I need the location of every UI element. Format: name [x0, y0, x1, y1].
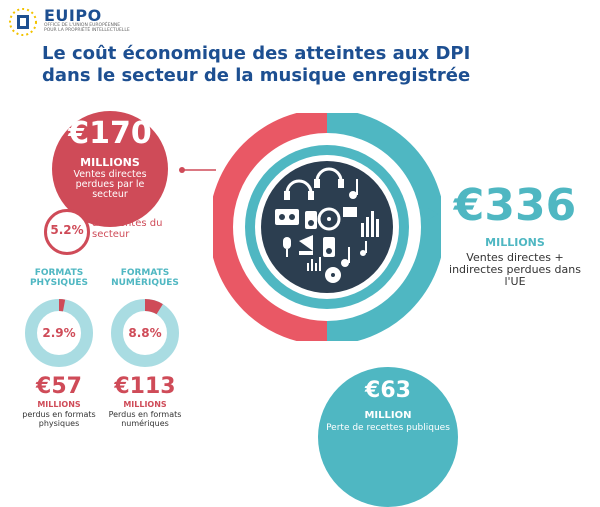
vinyl-record-icon — [317, 207, 341, 231]
connector-line — [179, 167, 216, 173]
sector-loss-circle — [52, 111, 168, 227]
format-digital-label: FORMATS NUMÉRIQUES — [111, 268, 179, 288]
music-note-icon — [341, 247, 350, 267]
music-note-icon — [349, 179, 358, 199]
equalizer-icon — [361, 211, 379, 237]
gramophone-icon — [299, 235, 313, 255]
format-physical-percent: 2.9% — [42, 326, 76, 340]
radio-icon — [343, 207, 357, 217]
eu-loss-unit: MILLIONS — [485, 236, 545, 249]
logo-text: EUIPO — [44, 6, 102, 25]
eu-loss-description: Ventes directes + indirectes perdues dan… — [449, 251, 581, 288]
sector-share-label: des ventes du secteur — [92, 218, 163, 240]
microphone-icon — [283, 237, 291, 257]
sector-loss-ring-segment — [213, 113, 328, 341]
eu-loss-amount: €336 — [453, 180, 577, 231]
format-physical-label: FORMATS PHYSIQUES — [29, 268, 89, 288]
speaker-icon — [305, 211, 317, 229]
sector-loss-description: Ventes directes perdues par le secteur — [73, 169, 147, 200]
format-physical-unit: MILLIONS — [37, 400, 81, 409]
arrow-right-icon — [428, 208, 438, 220]
sector-share-percent: 5.2% — [50, 223, 84, 237]
public-revenue-unit: MILLION — [364, 410, 412, 421]
format-digital-unit: MILLIONS — [123, 400, 167, 409]
equalizer-icon — [307, 257, 321, 271]
format-physical-description: perdus en formats physiques — [22, 410, 96, 428]
sector-share-circle — [44, 209, 90, 255]
format-physical-donut — [25, 299, 93, 367]
headphones-icon — [284, 179, 314, 200]
euipo-logo-icon — [9, 8, 37, 36]
format-digital-donut — [111, 299, 179, 367]
page-title: Le coût économique des atteintes aux DPI… — [42, 43, 471, 86]
vinyl-record-icon — [325, 267, 341, 283]
sector-loss-unit: MILLIONS — [80, 156, 140, 169]
format-digital-percent: 8.8% — [128, 326, 162, 340]
public-revenue-amount: €63 — [365, 378, 411, 403]
public-revenue-description: Perte de recettes publiques — [326, 423, 450, 433]
format-digital-description: Perdus en formats numériques — [108, 410, 182, 428]
music-note-icon — [360, 241, 367, 256]
sector-loss-amount: €170 — [68, 116, 152, 151]
format-physical-amount: €57 — [36, 374, 82, 399]
format-digital-amount: €113 — [114, 374, 176, 399]
ipod-icon — [323, 237, 335, 257]
logo-subtitle: OFFICE DE L'UNION EUROPÉENNE POUR LA PRO… — [44, 23, 130, 33]
main-ring — [213, 113, 441, 341]
eu-loss-ring-segment — [326, 113, 441, 341]
cassette-icon — [275, 209, 299, 225]
headphones-icon — [314, 167, 344, 188]
